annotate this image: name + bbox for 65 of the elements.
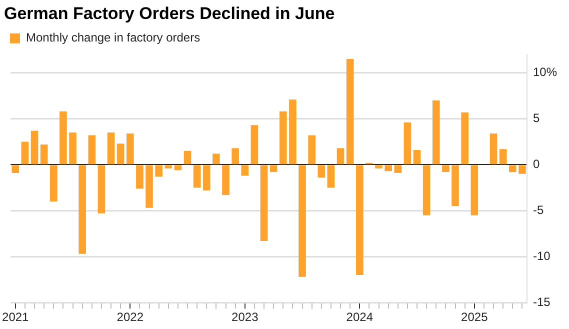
bar xyxy=(490,133,498,164)
bar xyxy=(346,58,354,164)
bar xyxy=(222,165,230,196)
x-tick-label: 2022 xyxy=(116,310,144,324)
x-tick-label: 2021 xyxy=(2,310,30,324)
bar xyxy=(327,165,335,188)
bar xyxy=(193,165,201,188)
bar xyxy=(270,165,278,172)
bar xyxy=(98,165,106,214)
bar xyxy=(384,165,392,172)
bar xyxy=(404,122,412,164)
x-tick-label: 2024 xyxy=(346,310,374,324)
bar xyxy=(88,135,96,164)
bar xyxy=(174,165,182,170)
bar xyxy=(40,144,48,164)
bar xyxy=(241,165,249,176)
bar xyxy=(155,165,162,177)
bar xyxy=(279,111,287,164)
bar xyxy=(107,132,115,164)
bar xyxy=(136,165,144,189)
bar xyxy=(452,165,459,206)
bar xyxy=(422,165,430,216)
bar xyxy=(78,165,86,254)
bar xyxy=(50,165,58,202)
bar xyxy=(336,148,344,164)
bar xyxy=(499,149,507,164)
bar xyxy=(518,165,526,174)
bar xyxy=(164,165,172,168)
y-tick-label: 5 xyxy=(532,111,540,126)
bar xyxy=(461,112,468,164)
bar xyxy=(375,165,382,168)
bar xyxy=(250,125,258,164)
bar xyxy=(21,142,29,164)
bar xyxy=(69,132,76,164)
bar xyxy=(508,165,516,172)
bar xyxy=(470,165,478,216)
bar xyxy=(146,165,153,208)
bar xyxy=(12,165,20,173)
y-tick-label: 0 xyxy=(532,157,540,172)
bar xyxy=(202,165,210,190)
bar xyxy=(318,165,326,178)
bar xyxy=(60,111,67,164)
bar xyxy=(232,148,239,164)
bar xyxy=(308,135,316,164)
y-tick-label: -15 xyxy=(532,294,551,309)
bar xyxy=(126,133,134,164)
bar xyxy=(30,130,38,164)
y-tick-label: -5 xyxy=(532,202,544,217)
bar xyxy=(413,150,421,164)
legend-label: Monthly change in factory orders xyxy=(26,30,200,45)
bar xyxy=(432,100,440,164)
x-tick-label: 2023 xyxy=(232,310,259,324)
bar xyxy=(442,165,450,172)
bar xyxy=(260,165,268,242)
bar xyxy=(212,154,220,164)
bar xyxy=(356,165,364,276)
bar xyxy=(116,144,124,164)
y-tick-label: 10% xyxy=(532,65,558,80)
chart-title: German Factory Orders Declined in June xyxy=(4,4,335,23)
y-tick-label: -10 xyxy=(532,248,551,263)
bar xyxy=(289,99,296,164)
bar xyxy=(298,165,306,277)
bar xyxy=(394,165,402,173)
bar xyxy=(184,150,192,164)
x-tick-label: 2025 xyxy=(461,310,488,324)
